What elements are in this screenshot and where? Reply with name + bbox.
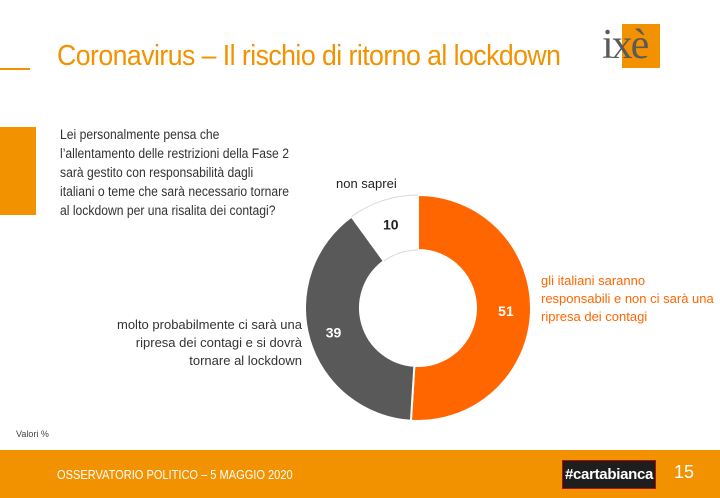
- footer-text: OSSERVATORIO POLITICO – 5 MAGGIO 2020: [57, 467, 293, 482]
- data-label-slice-non-saprei: 10: [383, 216, 399, 232]
- ixe-logo: ixè: [600, 20, 662, 70]
- slice-label-lockdown: molto probabilmente ci sarà una ripresa …: [117, 317, 302, 368]
- values-note: Valori %: [16, 429, 49, 439]
- slice-outline: [351, 194, 419, 262]
- footer-bar: OSSERVATORIO POLITICO – 5 MAGGIO 2020 #c…: [0, 450, 720, 498]
- slice-label-non-saprei: non saprei: [336, 176, 397, 191]
- slice-label-responsabili: gli italiani saranno responsabili e non …: [541, 273, 714, 324]
- page-title: Coronavirus – Il rischio di ritorno al l…: [57, 40, 561, 72]
- data-label-slice-lockdown: 39: [326, 325, 342, 341]
- survey-question: Lei personalmente pensa che l’allentamen…: [60, 127, 289, 218]
- page-number: 15: [674, 462, 695, 482]
- cartabianca-badge: #cartabianca: [562, 460, 656, 489]
- slice-lockdown: [304, 215, 416, 422]
- logo-box: [622, 24, 660, 68]
- title-accent-line: [0, 68, 30, 70]
- logo-text: ixè: [602, 22, 649, 68]
- side-accent-block: [0, 127, 36, 215]
- data-label-slice-responsabili: 51: [498, 303, 514, 319]
- slice-responsabili: [409, 193, 532, 422]
